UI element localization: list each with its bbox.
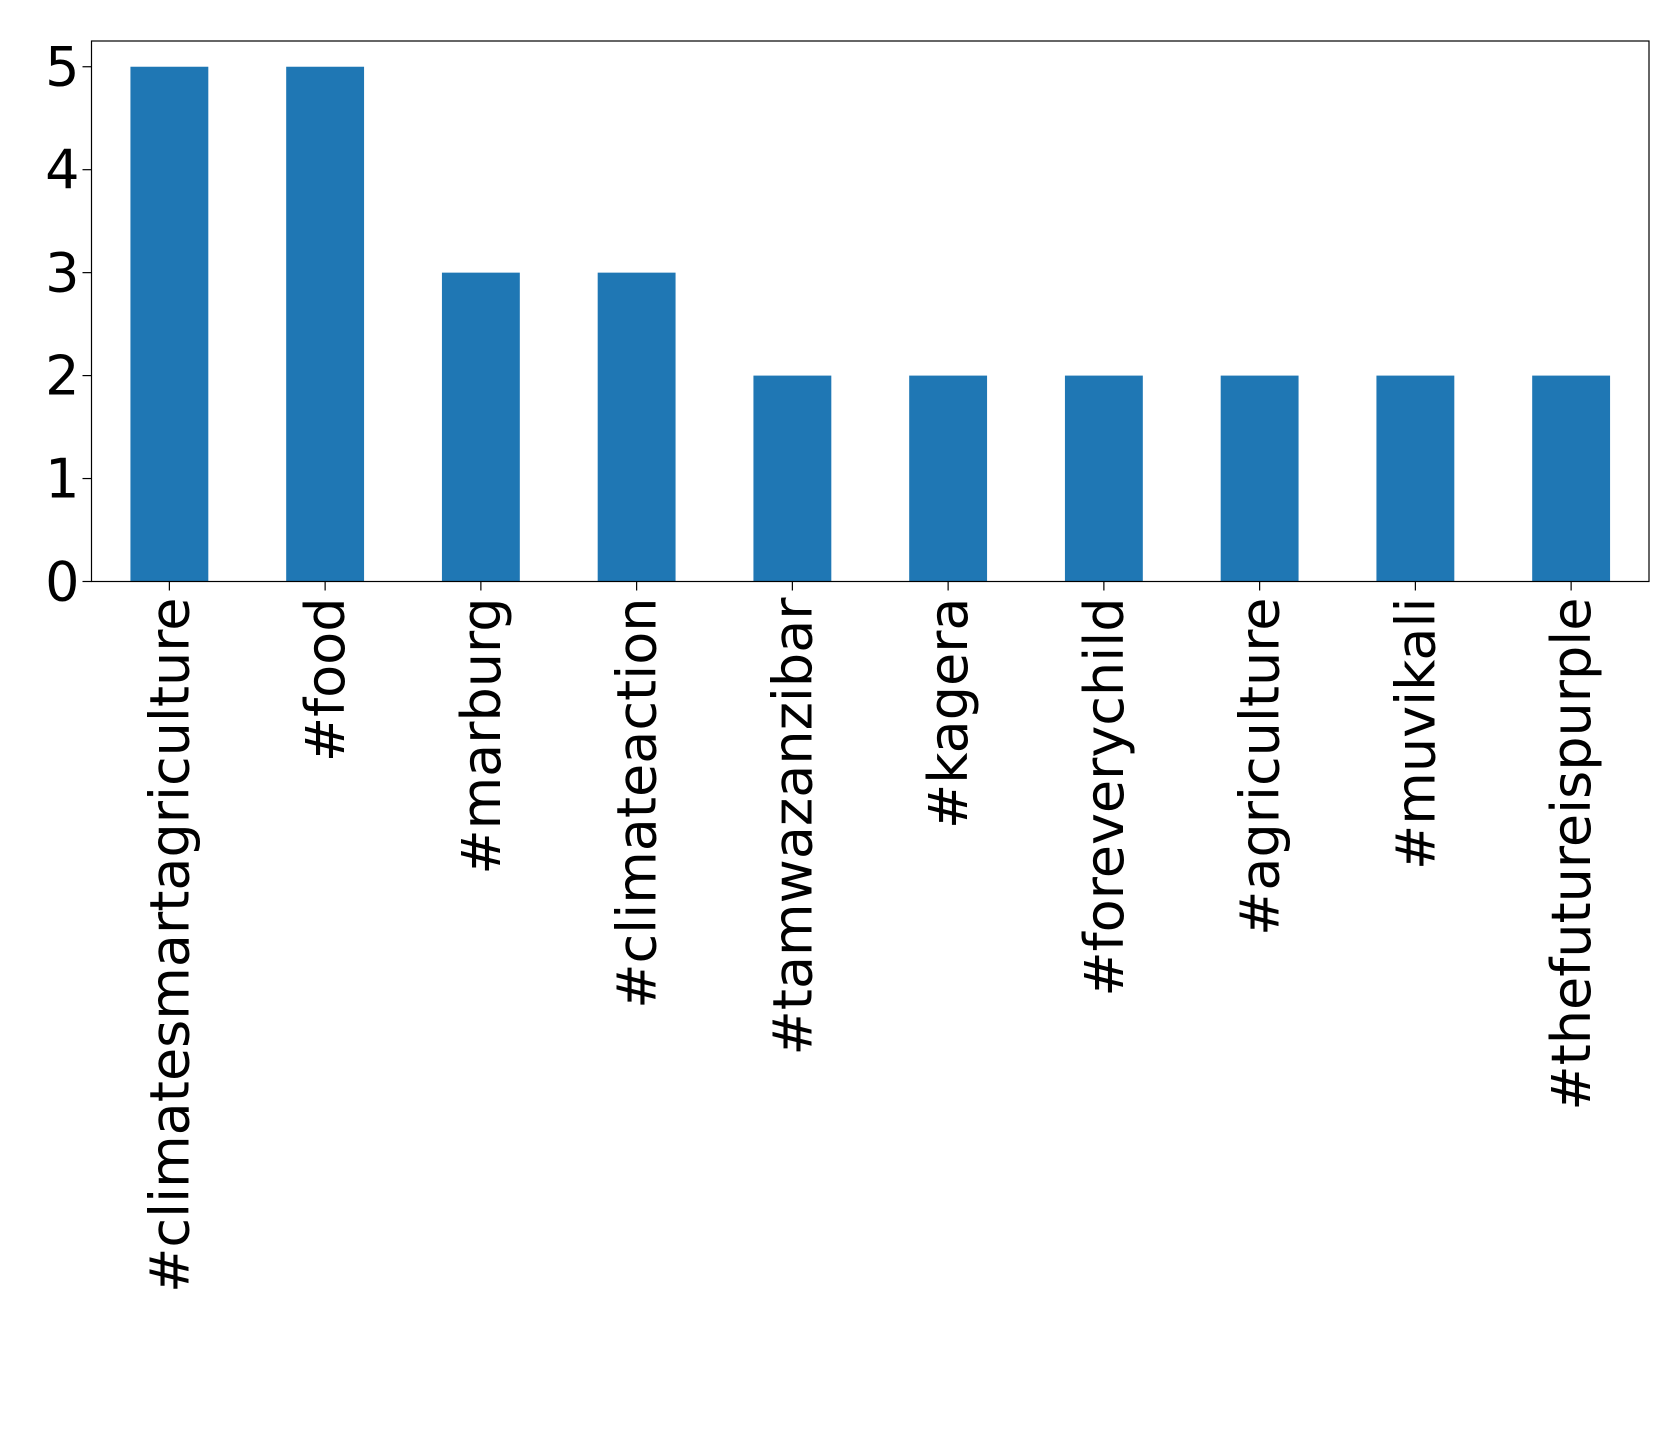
bar xyxy=(909,375,988,582)
x-tick-label: #tamwazanzibar xyxy=(761,597,824,1056)
x-tick-label: #muvikali xyxy=(1384,598,1447,870)
bar xyxy=(1220,375,1299,582)
bar xyxy=(286,66,365,582)
x-tick-label: #kagera xyxy=(917,598,980,829)
x-tick-label: #foreverychild xyxy=(1073,598,1136,997)
bar xyxy=(753,375,832,582)
y-tick-label: 4 xyxy=(45,139,79,202)
x-tick-label: #marburg xyxy=(450,598,513,875)
bar xyxy=(441,272,520,582)
bar xyxy=(1376,375,1455,582)
x-tick-label: #food xyxy=(294,598,357,763)
y-tick-label: 5 xyxy=(45,36,79,99)
plot-frame xyxy=(90,40,1650,583)
bar xyxy=(1532,375,1611,582)
y-tick-label: 2 xyxy=(45,345,79,408)
y-tick-label: 3 xyxy=(45,242,79,305)
x-tick-label: #climateaction xyxy=(606,598,669,1009)
y-tick-label: 1 xyxy=(45,448,79,511)
bar xyxy=(130,66,209,582)
y-tick-label: 0 xyxy=(45,551,79,614)
bar xyxy=(1064,375,1143,582)
x-tick-label: #climatesmartagriculture xyxy=(138,598,201,1293)
bar xyxy=(597,272,676,582)
x-tick-label: #agriculture xyxy=(1229,598,1292,936)
x-tick-label: #thefutureispurple xyxy=(1540,598,1603,1111)
